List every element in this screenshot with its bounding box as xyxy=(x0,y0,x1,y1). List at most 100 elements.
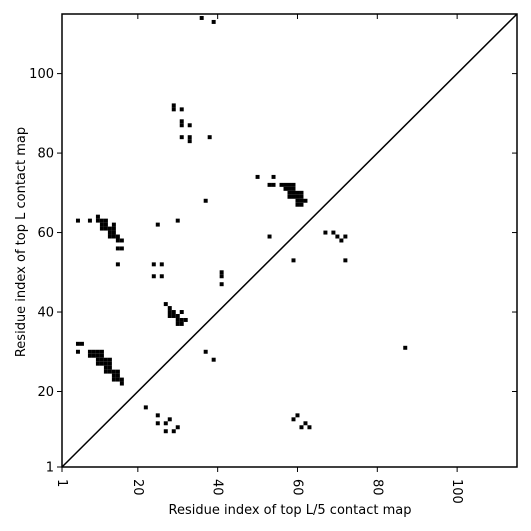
contact-point-lower xyxy=(163,302,168,307)
contact-point-lower xyxy=(75,349,80,354)
contact-point-lower xyxy=(171,310,176,315)
contact-point-upper xyxy=(291,194,296,199)
contact-point-upper xyxy=(99,218,104,223)
contact-point-lower xyxy=(307,425,312,430)
contact-point-lower xyxy=(291,417,296,422)
contact-point-lower xyxy=(175,425,180,430)
contact-point-lower xyxy=(87,349,92,354)
contact-point-upper xyxy=(115,238,120,243)
contact-point-upper xyxy=(295,190,300,195)
contact-point-lower xyxy=(179,310,184,315)
contact-point-lower xyxy=(295,413,300,418)
contact-point-lower xyxy=(183,317,188,322)
y-tick-label: 80 xyxy=(37,147,54,162)
contact-point-lower xyxy=(211,357,216,362)
contact-point-lower xyxy=(179,317,184,322)
contact-point-upper xyxy=(87,218,92,223)
x-tick-label: 80 xyxy=(369,479,384,496)
plot-frame xyxy=(61,13,518,468)
contact-point-lower xyxy=(107,361,112,366)
contact-point-upper xyxy=(103,218,108,223)
contact-point-upper xyxy=(187,123,192,128)
contact-point-upper xyxy=(299,202,304,207)
y-tick-label: 100 xyxy=(29,67,54,82)
contact-point-lower xyxy=(167,314,172,318)
contact-point-lower xyxy=(167,306,172,311)
contact-point-upper xyxy=(287,194,292,199)
contact-point-lower xyxy=(155,421,160,426)
contact-point-upper xyxy=(111,234,116,239)
contact-point-lower xyxy=(99,357,104,362)
contact-point-upper xyxy=(271,182,276,187)
contact-point-upper xyxy=(303,198,308,203)
contact-point-upper xyxy=(119,238,124,243)
contact-point-lower xyxy=(103,357,108,362)
y-tick-label: 60 xyxy=(37,226,54,241)
contact-point-lower xyxy=(403,345,408,350)
x-axis-label: Residue index of top L/5 contact map xyxy=(169,503,412,518)
contact-point-upper xyxy=(287,182,292,187)
contact-point-lower xyxy=(155,413,160,418)
contact-point-lower xyxy=(95,349,100,354)
contact-point-lower xyxy=(167,417,172,422)
contact-point-lower xyxy=(179,321,184,326)
contact-point-upper xyxy=(99,226,104,231)
contact-point-upper xyxy=(179,119,184,124)
contact-point-upper xyxy=(119,246,124,251)
contact-point-upper xyxy=(331,230,336,235)
contact-point-upper xyxy=(179,123,184,128)
contact-point-upper xyxy=(335,234,340,239)
diagonal-line xyxy=(61,13,518,468)
contact-point-upper xyxy=(323,230,328,235)
x-tick-label: 60 xyxy=(289,479,304,496)
contact-point-upper xyxy=(151,274,156,279)
contact-point-upper xyxy=(171,103,176,108)
contact-point-upper xyxy=(207,135,212,140)
contact-point-lower xyxy=(115,369,120,374)
contact-point-lower xyxy=(203,349,208,354)
contact-point-upper xyxy=(159,262,164,267)
contact-point-upper xyxy=(103,222,108,227)
contact-point-lower xyxy=(99,353,104,358)
contact-point-lower xyxy=(107,357,112,362)
y-tick-label: 40 xyxy=(37,306,54,321)
contact-point-lower xyxy=(103,369,108,374)
contact-point-lower xyxy=(107,365,112,370)
contact-point-upper xyxy=(295,194,300,199)
contact-point-upper xyxy=(255,174,260,179)
contact-point-lower xyxy=(119,381,124,386)
contact-point-lower xyxy=(111,369,116,374)
contact-point-upper xyxy=(115,234,120,239)
contact-point-upper xyxy=(99,222,104,227)
contact-point-lower xyxy=(107,369,112,374)
contact-point-upper xyxy=(115,246,120,251)
contact-point-lower xyxy=(115,373,120,378)
contact-point-lower xyxy=(163,429,168,434)
contact-point-upper xyxy=(279,182,284,187)
contact-point-upper xyxy=(107,226,112,231)
contact-point-upper xyxy=(339,238,344,243)
contact-point-lower xyxy=(219,282,224,287)
contact-point-lower xyxy=(175,317,180,322)
contact-point-lower xyxy=(99,349,104,354)
contact-point-upper xyxy=(283,186,288,191)
contact-point-upper xyxy=(271,174,276,179)
contact-point-upper xyxy=(151,262,156,267)
contact-point-lower xyxy=(303,421,308,426)
contact-point-upper xyxy=(179,135,184,140)
contact-point-upper xyxy=(299,194,304,199)
contact-point-upper xyxy=(203,198,208,203)
contact-point-upper xyxy=(343,234,348,239)
contact-point-lower xyxy=(171,314,176,318)
contact-point-upper xyxy=(111,222,116,227)
contact-point-upper xyxy=(267,234,272,239)
x-tick-label: 20 xyxy=(130,479,145,496)
contact-point-upper xyxy=(291,182,296,187)
contact-point-upper xyxy=(107,234,112,239)
contact-point-upper xyxy=(95,218,100,223)
contact-point-upper xyxy=(291,258,296,263)
contact-point-lower xyxy=(119,377,124,382)
contact-point-upper xyxy=(291,186,296,191)
x-tick-label: 1 xyxy=(54,479,69,487)
contact-point-upper xyxy=(295,198,300,203)
